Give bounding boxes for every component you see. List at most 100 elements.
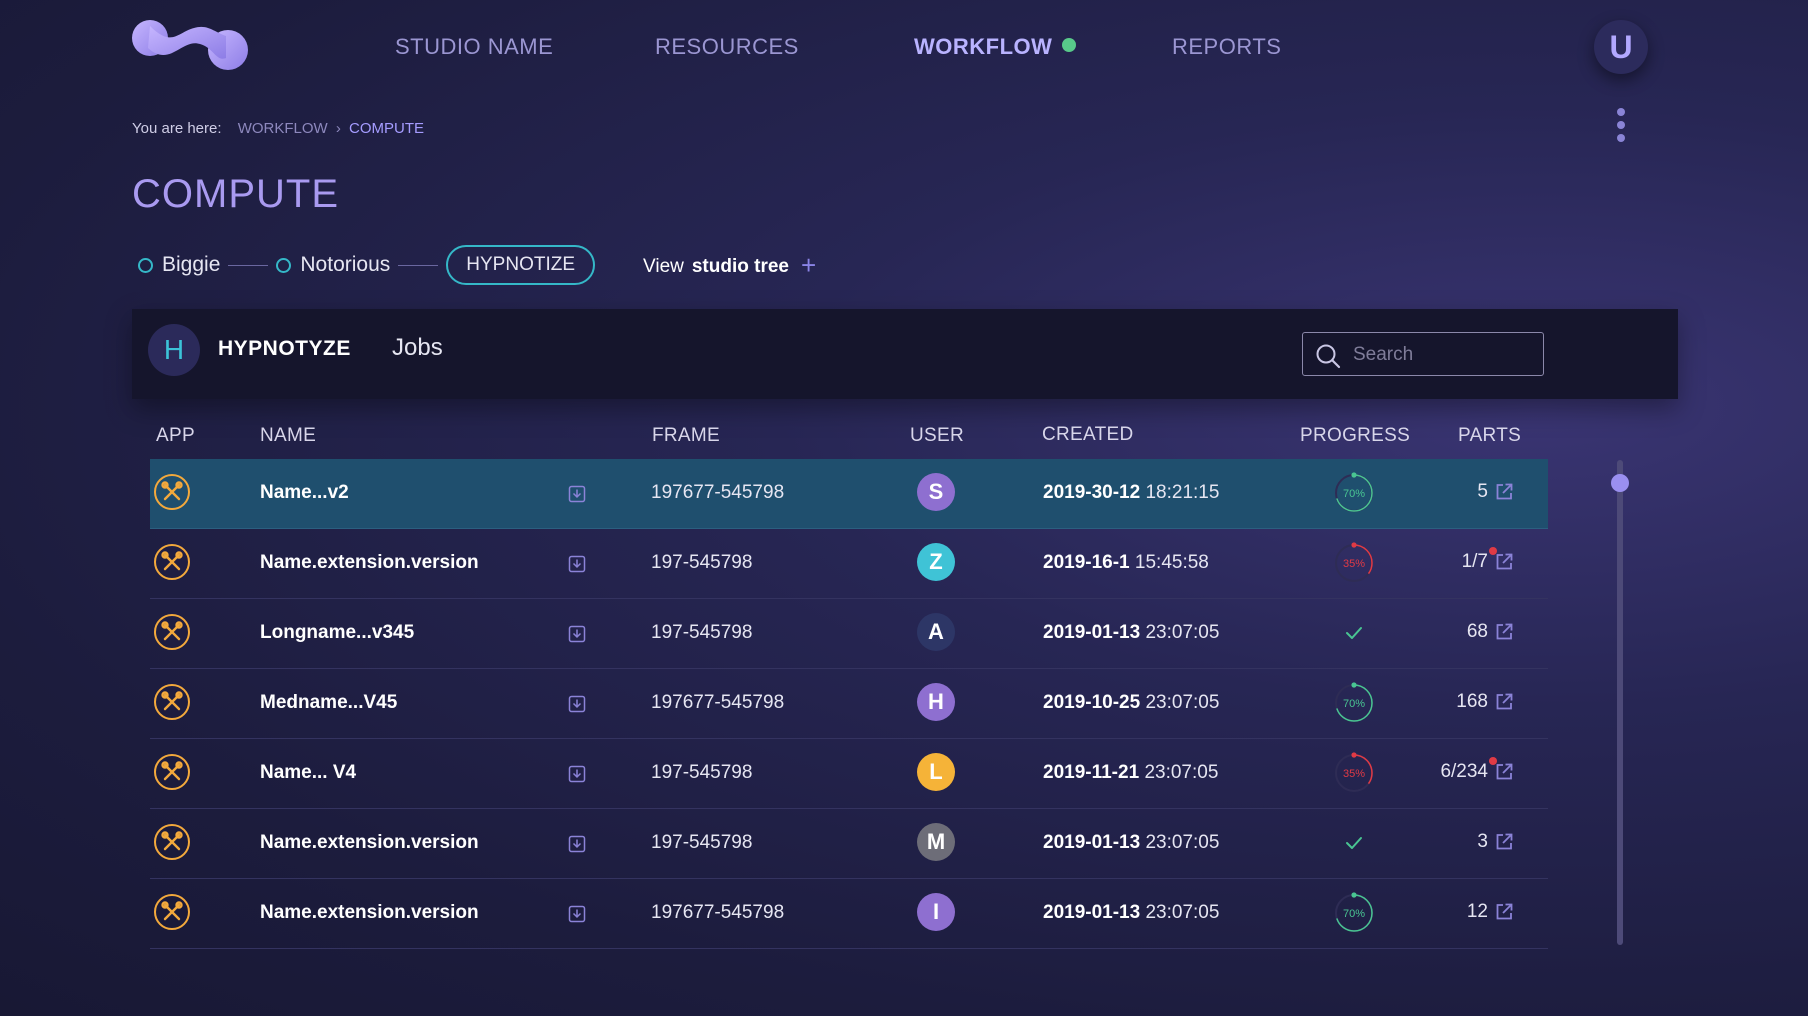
- column-header-app[interactable]: APP: [156, 425, 195, 446]
- created-time: 23:07:05: [1144, 762, 1219, 783]
- progress-ring: 70%: [1333, 892, 1375, 934]
- user-avatar[interactable]: H: [917, 683, 955, 721]
- job-name[interactable]: Name.extension.version: [260, 552, 479, 573]
- brand-logo: [132, 20, 248, 70]
- pipeline-step-hypnotize[interactable]: HYPNOTIZE: [446, 245, 596, 285]
- more-options-icon[interactable]: [1614, 108, 1628, 148]
- column-header-frame[interactable]: FRAME: [652, 425, 720, 446]
- table-row[interactable]: Name...v2 197677-545798 S 2019-30-12 18:21:…: [150, 459, 1548, 529]
- column-header-created[interactable]: CREATED: [1042, 424, 1134, 445]
- created-date: 2019-01-13: [1043, 902, 1141, 923]
- parts-count: 6/234: [1440, 761, 1488, 782]
- parts-count: 12: [1466, 901, 1488, 922]
- job-frame: 197-545798: [651, 762, 753, 783]
- external-link-icon[interactable]: [1494, 482, 1514, 502]
- job-name[interactable]: Name...v2: [260, 482, 349, 503]
- user-avatar[interactable]: I: [917, 893, 955, 931]
- job-parts: 12: [1467, 901, 1514, 923]
- external-link-icon[interactable]: [1494, 692, 1514, 712]
- table-header: APP NAME FRAME USER CREATED PROGRESS PAR…: [0, 424, 1560, 451]
- job-frame: 197-545798: [651, 832, 753, 853]
- created-date: 2019-10-25: [1043, 692, 1141, 713]
- progress-ring: 70%: [1333, 682, 1375, 724]
- progress-ring: 70%: [1333, 472, 1375, 514]
- view-studio-tree-button[interactable]: View studio tree +: [643, 250, 816, 281]
- download-icon[interactable]: [568, 835, 586, 858]
- created-time: 15:45:58: [1134, 552, 1209, 573]
- plus-icon: +: [800, 249, 817, 280]
- table-row[interactable]: Longname...v345 197-545798 A 2019-01-13 23:…: [150, 599, 1548, 669]
- table-row[interactable]: Name.extension.version 197-545798 Z 2019-16…: [150, 529, 1548, 599]
- job-parts: 5: [1477, 481, 1514, 503]
- download-icon[interactable]: [568, 695, 586, 718]
- external-link-icon[interactable]: [1494, 622, 1514, 642]
- nav-studio-name[interactable]: STUDIO NAME: [395, 34, 554, 59]
- table-row[interactable]: Name... V4 197-545798 L 2019-11-21 23:07:05…: [150, 739, 1548, 809]
- column-header-user[interactable]: USER: [910, 425, 964, 446]
- pipeline-step-label: Biggie: [162, 253, 221, 276]
- jobs-table-body: Name...v2 197677-545798 S 2019-30-12 18:21:…: [150, 459, 1548, 949]
- step-circle-icon: [276, 257, 292, 273]
- column-header-name[interactable]: NAME: [260, 425, 317, 446]
- job-created: 2019-16-1 15:45:58: [1043, 552, 1209, 574]
- created-date: 2019-11-21: [1043, 762, 1140, 783]
- external-link-icon[interactable]: [1494, 832, 1514, 852]
- created-time: 18:21:15: [1145, 482, 1220, 503]
- scrollbar-thumb[interactable]: [1611, 474, 1629, 492]
- parts-count: 168: [1456, 691, 1488, 712]
- job-created: 2019-11-21 23:07:05: [1043, 762, 1218, 784]
- user-avatar[interactable]: A: [917, 613, 955, 651]
- breadcrumb-compute[interactable]: COMPUTE: [349, 120, 425, 137]
- job-name[interactable]: Name.extension.version: [260, 902, 479, 923]
- search-field[interactable]: [1302, 332, 1544, 376]
- pipeline-step-notorious[interactable]: Notorious: [276, 253, 390, 277]
- column-header-parts[interactable]: PARTS: [1458, 425, 1522, 446]
- user-avatar[interactable]: Z: [917, 543, 955, 581]
- tab-jobs[interactable]: Jobs: [392, 334, 443, 361]
- table-row[interactable]: Name.extension.version 197-545798 M 2019-01…: [150, 809, 1548, 879]
- nav-reports[interactable]: REPORTS: [1172, 34, 1282, 59]
- download-icon[interactable]: [568, 555, 586, 578]
- created-time: 23:07:05: [1145, 832, 1220, 853]
- external-link-icon[interactable]: [1489, 547, 1514, 572]
- user-avatar[interactable]: U: [1594, 20, 1648, 74]
- error-indicator-dot: [1489, 547, 1497, 555]
- jobs-panel-header: H HYPNOTYZE Jobs: [132, 309, 1678, 399]
- search-input[interactable]: [1351, 341, 1535, 369]
- checkmark-icon: [1333, 612, 1375, 654]
- progress-label: 35%: [1343, 768, 1365, 780]
- created-time: 23:07:05: [1145, 902, 1220, 923]
- pipeline-step-label: Notorious: [300, 253, 391, 276]
- user-avatar[interactable]: M: [917, 823, 955, 861]
- breadcrumb-workflow[interactable]: WORKFLOW: [237, 120, 328, 137]
- external-link-icon[interactable]: [1494, 902, 1514, 922]
- job-created: 2019-01-13 23:07:05: [1043, 902, 1219, 924]
- download-icon[interactable]: [568, 765, 586, 788]
- created-date: 2019-01-13: [1043, 622, 1141, 643]
- job-created: 2019-01-13 23:07:05: [1043, 622, 1219, 644]
- job-parts: 3: [1477, 831, 1514, 853]
- nav-resources[interactable]: RESOURCES: [655, 34, 799, 59]
- table-row[interactable]: Medname...V45 197677-545798 H 2019-10-25 23…: [150, 669, 1548, 739]
- job-name[interactable]: Medname...V45: [260, 692, 398, 713]
- checkmark-icon: [1333, 822, 1375, 864]
- external-link-icon[interactable]: [1489, 757, 1514, 782]
- pipeline-step-biggie[interactable]: Biggie: [138, 253, 220, 277]
- user-avatar[interactable]: L: [917, 753, 955, 791]
- project-title: HYPNOTYZE: [218, 337, 351, 360]
- table-row[interactable]: Name.extension.version 197677-545798 I 2019…: [150, 879, 1548, 949]
- download-icon[interactable]: [568, 905, 586, 928]
- column-header-progress[interactable]: PROGRESS: [1300, 425, 1411, 446]
- job-name[interactable]: Name... V4: [260, 762, 357, 783]
- download-icon[interactable]: [568, 485, 586, 508]
- download-icon[interactable]: [568, 625, 586, 648]
- tools-icon: [154, 614, 190, 650]
- job-parts: 1/7: [1462, 547, 1514, 573]
- job-name[interactable]: Longname...v345: [260, 622, 415, 643]
- parts-count: 5: [1477, 481, 1488, 502]
- nav-workflow[interactable]: WORKFLOW: [914, 34, 1077, 60]
- user-avatar[interactable]: S: [917, 473, 955, 511]
- job-name[interactable]: Name.extension.version: [260, 832, 479, 853]
- job-frame: 197677-545798: [651, 482, 785, 503]
- scrollbar-track[interactable]: [1617, 460, 1623, 945]
